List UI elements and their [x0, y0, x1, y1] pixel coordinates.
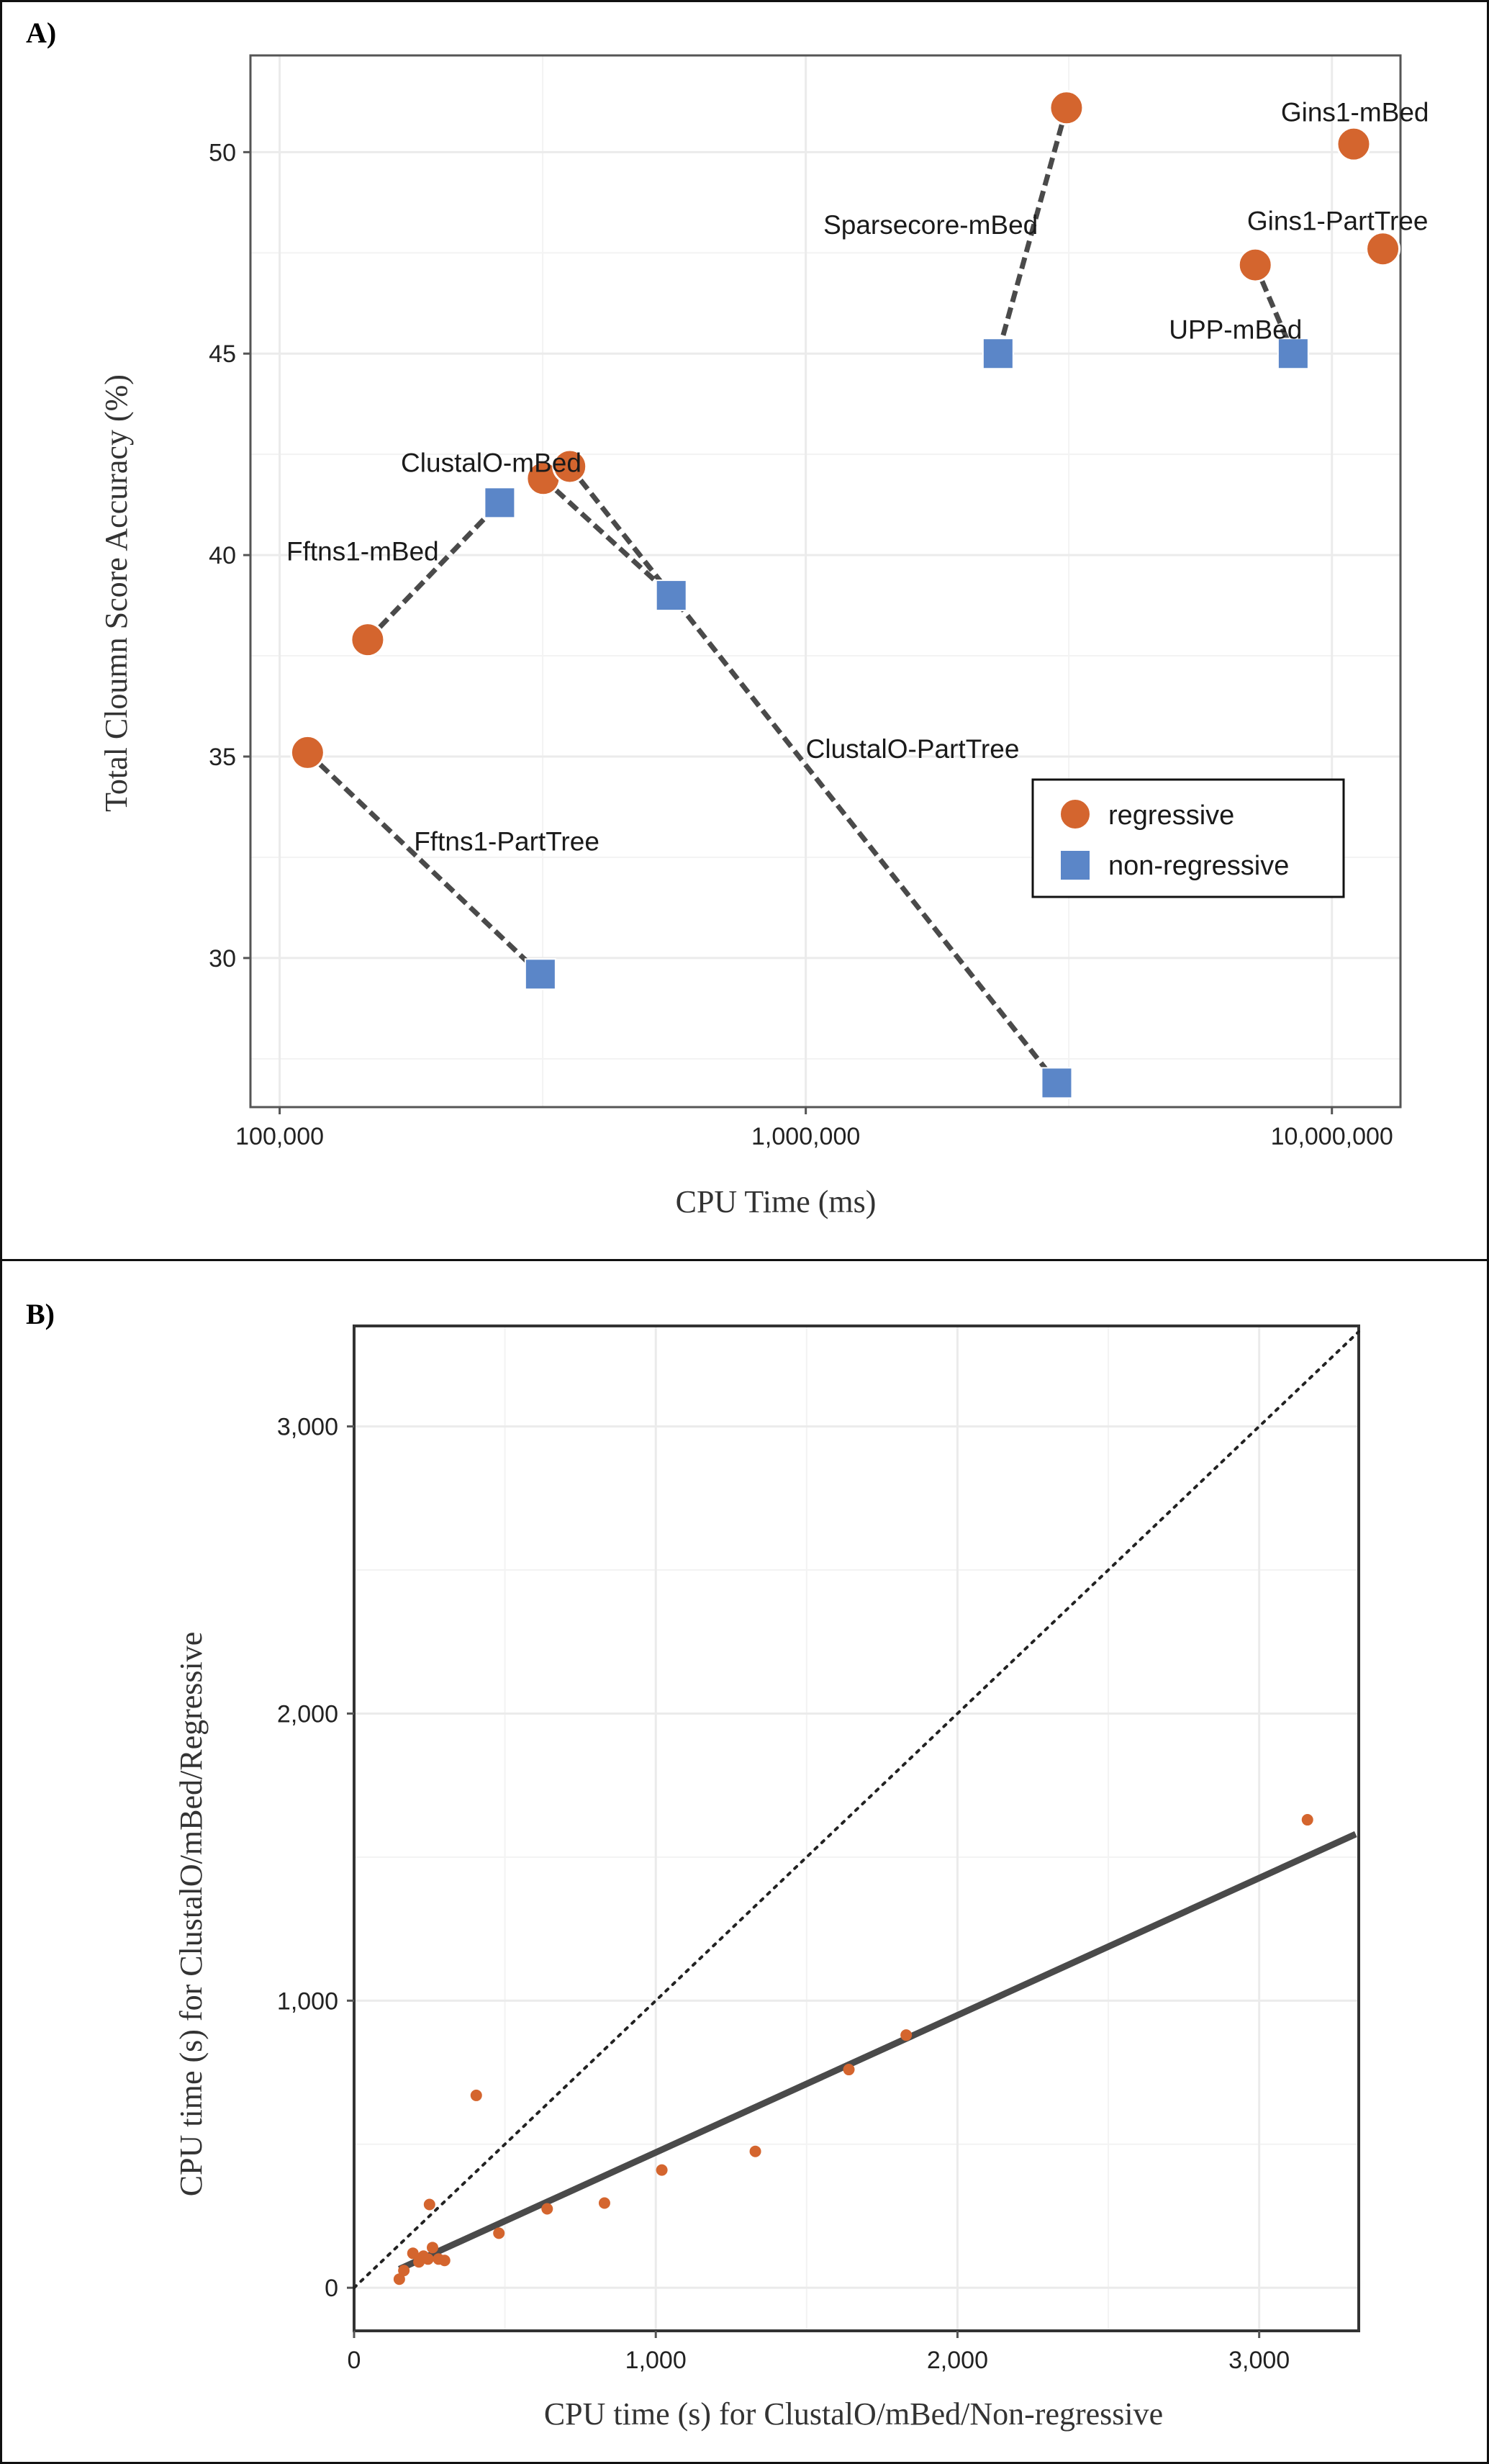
- chart-b-y-tick-label: 0: [325, 2275, 338, 2302]
- chart-a-non-regressive-point: [1277, 338, 1309, 370]
- chart-a-method-label: Gins1-mBed: [1281, 97, 1429, 127]
- chart-b-data-point: [493, 2227, 505, 2239]
- chart-b-identity-line: [353, 1330, 1360, 2290]
- chart-a-method-label: ClustalO-PartTree: [806, 734, 1020, 764]
- chart-a-pair-connector: [366, 500, 502, 642]
- chart-b-data-point: [426, 2242, 438, 2254]
- chart-a-non-regressive-point: [982, 338, 1014, 370]
- chart-b-data-point: [438, 2255, 451, 2267]
- chart-a-non-regressive-point: [1041, 1067, 1073, 1099]
- chart-a-legend: regressive non-regressive: [1031, 778, 1345, 898]
- chart-a-method-label: Fftns1-PartTree: [414, 827, 599, 857]
- chart-a-regressive-point: [1336, 126, 1372, 162]
- chart-b-x-axis-title: CPU time (s) for ClustalO/mBed/Non-regre…: [544, 2396, 1163, 2432]
- chart-b-plot-border: [353, 1324, 1360, 2332]
- chart-b-ticks: 0 1,000 2,000 3,000 0 1,000 2,000 3,000: [277, 1414, 1290, 2374]
- chart-b-data-point: [749, 2145, 761, 2157]
- chart-b-reference-lines: [353, 1330, 1360, 2290]
- legend-regressive-label: regressive: [1108, 800, 1234, 831]
- chart-b-data-point: [398, 2265, 410, 2277]
- chart-a-pair-connector: [305, 750, 543, 976]
- legend-regressive-marker: [1059, 798, 1091, 830]
- chart-a-regressive-point: [289, 734, 325, 770]
- chart-b-data-point: [407, 2247, 419, 2260]
- chart-b-data-point: [422, 2253, 434, 2265]
- chart-a-x-tick-label: 10,000,000: [1271, 1123, 1393, 1150]
- chart-a-plot-border: [249, 54, 1402, 1109]
- chart-b-fit-line: [398, 1831, 1357, 2273]
- chart-a-annotations: Gins1-mBed Sparsecore-mBed Gins1-PartTree U…: [286, 97, 1429, 856]
- chart-b-x-tick-label: 2,000: [927, 2347, 988, 2374]
- chart-a-regressive-point: [1237, 247, 1273, 283]
- chart-b-grid: [353, 1324, 1360, 2332]
- chart-a-y-axis-title: Total Cloumn Score Accuracy (%): [99, 374, 134, 812]
- chart-a-method-label: UPP-mBed: [1169, 315, 1302, 345]
- chart-a-y-tick-label: 50: [209, 139, 236, 166]
- panel-divider: [0, 1259, 1489, 1261]
- chart-a-pair-connector: [995, 107, 1069, 355]
- chart-a-y-tick-label: 40: [209, 542, 236, 569]
- chart-a-method-label: ClustalO-mBed: [401, 448, 581, 477]
- chart-b-data-point: [423, 2198, 435, 2211]
- chart-a-ticks: 30 35 40 45 50 100,000 1,000,000 10,000,000: [209, 139, 1393, 1150]
- panel-a-label: A): [26, 17, 57, 49]
- chart-b-data-point: [843, 2064, 855, 2076]
- chart-a-y-tick-label: 35: [209, 744, 236, 771]
- chart-a-y-tick-label: 30: [209, 945, 236, 972]
- chart-a-method-label: Gins1-PartTree: [1247, 207, 1429, 236]
- chart-b-data-point: [900, 2029, 913, 2041]
- panel-b-label: B): [26, 1298, 55, 1330]
- chart-b-y-tick-label: 1,000: [277, 1987, 338, 2015]
- chart-a-non-regressive-point: [484, 487, 516, 519]
- chart-b-y-tick-label: 3,000: [277, 1414, 338, 1441]
- chart-b-y-tick-label: 2,000: [277, 1700, 338, 1728]
- chart-a-x-axis-title: CPU Time (ms): [676, 1184, 877, 1219]
- chart-b-cpu-time-comparison: 0 1,000 2,000 3,000 0 1,000 2,000 3,000 CPU tim…: [173, 1324, 1360, 2432]
- chart-a-regressive-point: [1049, 90, 1085, 126]
- chart-a-points: [289, 90, 1401, 1099]
- chart-b-data-point: [1301, 1814, 1313, 1826]
- chart-a-accuracy-vs-cpu-time: 30 35 40 45 50 100,000 1,000,000 10,000,000 Gin…: [99, 54, 1429, 1219]
- chart-a-pair-connector: [541, 477, 674, 597]
- chart-b-data-point: [598, 2197, 610, 2209]
- chart-a-non-regressive-point: [524, 958, 556, 990]
- chart-a-pair-connectors: [305, 107, 1296, 1085]
- chart-a-regressive-point: [1365, 231, 1401, 267]
- chart-b-y-axis-title: CPU time (s) for ClustalO/mBed/Regressiv…: [173, 1632, 209, 2197]
- chart-a-method-label: Fftns1-mBed: [286, 537, 439, 567]
- legend-non-regressive-marker: [1061, 851, 1090, 880]
- chart-a-regressive-point: [350, 622, 386, 658]
- chart-a-regressive-point: [552, 448, 588, 484]
- chart-b-x-tick-label: 3,000: [1228, 2347, 1290, 2374]
- chart-a-x-tick-label: 1,000,000: [751, 1123, 860, 1150]
- chart-b-plot-background: [354, 1326, 1359, 2331]
- legend-non-regressive-label: non-regressive: [1108, 851, 1289, 881]
- chart-a-non-regressive-point: [655, 579, 687, 612]
- chart-b-x-tick-label: 1,000: [625, 2347, 687, 2374]
- chart-b-data-point: [541, 2203, 553, 2215]
- chart-a-pair-connector: [567, 464, 1059, 1085]
- chart-b-x-tick-label: 0: [348, 2347, 361, 2374]
- chart-b-data-point: [470, 2089, 482, 2101]
- chart-a-plot-background: [250, 55, 1400, 1107]
- chart-b-data-point: [393, 2273, 405, 2285]
- chart-b-points: [393, 1814, 1313, 2285]
- chart-a-x-tick-label: 100,000: [235, 1123, 324, 1150]
- chart-a-method-label: Sparsecore-mBed: [823, 210, 1038, 240]
- chart-b-data-point: [656, 2164, 668, 2176]
- chart-a-y-tick-label: 45: [209, 340, 236, 368]
